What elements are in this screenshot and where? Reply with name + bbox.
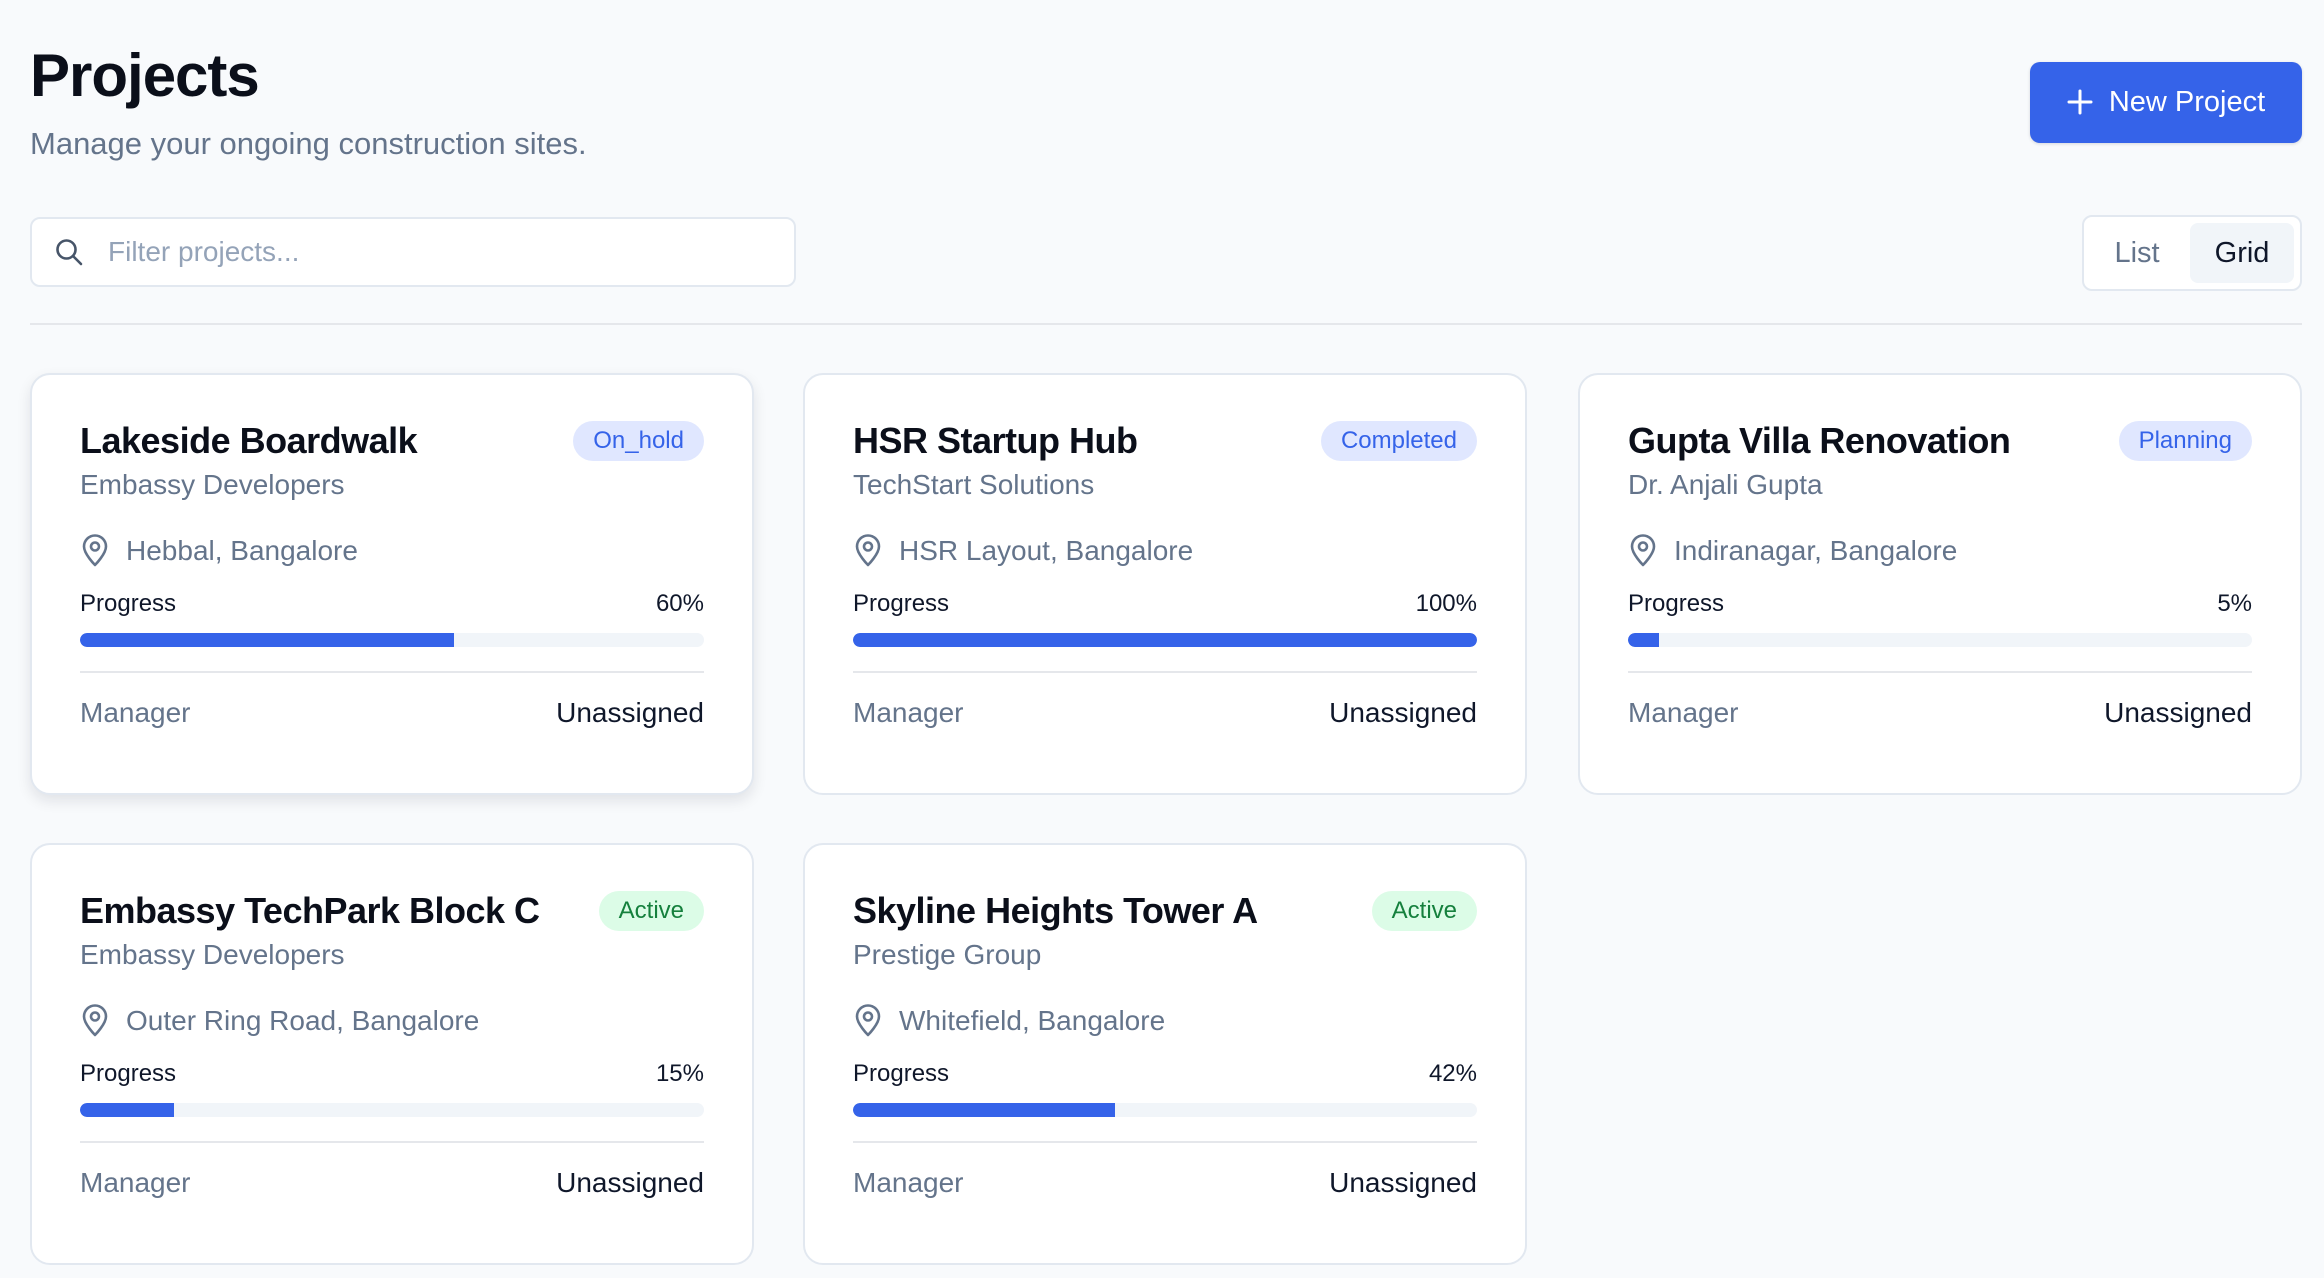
project-card-embassy-techpark-block-c[interactable]: Embassy TechPark Block C Active Embassy … [30, 843, 754, 1265]
project-client: Embassy Developers [80, 469, 345, 500]
progress-bar [1628, 633, 2252, 647]
header-divider [30, 323, 2302, 325]
location-text: Hebbal, Bangalore [126, 535, 358, 566]
manager-value: Unassigned [1329, 1167, 1477, 1198]
project-name: Lakeside Boardwalk [80, 420, 418, 461]
project-location: Whitefield, Bangalore [853, 1001, 1477, 1041]
progress-label: Progress [80, 590, 177, 617]
progress-bar [80, 1103, 704, 1117]
project-client: Dr. Anjali Gupta [1628, 469, 1823, 500]
card-divider [80, 671, 704, 673]
progress-percent: 100% [1415, 590, 1477, 617]
progress-percent: 60% [655, 590, 704, 617]
progress-header: Progress 60% [80, 589, 704, 619]
card-divider [80, 1141, 704, 1143]
search-icon [54, 237, 84, 267]
progress-label: Progress [853, 1060, 950, 1087]
page-header: Projects Manage your ongoing constructio… [30, 38, 587, 164]
progress-fill [853, 633, 1477, 647]
status-badge: On_hold [573, 421, 704, 461]
manager-row: Manager Unassigned [80, 1163, 704, 1203]
progress-percent: 42% [1428, 1060, 1477, 1087]
manager-row: Manager Unassigned [1628, 693, 2252, 733]
manager-value: Unassigned [556, 697, 704, 728]
status-badge: Active [598, 891, 704, 931]
card-divider [853, 671, 1477, 673]
progress-bar [853, 1103, 1477, 1117]
progress-label: Progress [853, 590, 950, 617]
view-grid-option[interactable]: Grid [2190, 223, 2294, 283]
location-text: HSR Layout, Bangalore [899, 535, 1194, 566]
project-name: Gupta Villa Renovation [1628, 420, 2011, 461]
new-project-button[interactable]: New Project [2030, 62, 2302, 143]
progress-header: Progress 5% [1628, 589, 2252, 619]
map-pin-icon [853, 534, 883, 568]
filter-input[interactable] [106, 235, 750, 269]
progress-percent: 15% [655, 1060, 704, 1087]
manager-row: Manager Unassigned [853, 1163, 1477, 1203]
progress-fill [1628, 633, 1660, 647]
project-card-hsr-startup-hub[interactable]: HSR Startup Hub Completed TechStart Solu… [803, 373, 1527, 795]
plus-icon [2067, 84, 2093, 122]
manager-label: Manager [80, 1167, 191, 1198]
progress-header: Progress 15% [80, 1059, 704, 1089]
project-location: Outer Ring Road, Bangalore [80, 1001, 704, 1041]
map-pin-icon [80, 1004, 110, 1038]
progress-label: Progress [80, 1060, 177, 1087]
project-client: Prestige Group [853, 939, 1042, 970]
filter-field[interactable] [30, 217, 796, 287]
view-list-option[interactable]: List [2114, 236, 2160, 269]
project-location: Hebbal, Bangalore [80, 531, 704, 571]
project-card-lakeside-boardwalk[interactable]: Lakeside Boardwalk On_hold Embassy Devel… [30, 373, 754, 795]
progress-fill [80, 633, 455, 647]
manager-row: Manager Unassigned [80, 693, 704, 733]
progress-header: Progress 100% [853, 589, 1477, 619]
map-pin-icon [853, 1004, 883, 1038]
progress-label: Progress [1628, 590, 1725, 617]
project-location: Indiranagar, Bangalore [1628, 531, 2252, 571]
manager-label: Manager [1628, 697, 1739, 728]
page-title: Projects [30, 42, 260, 109]
manager-label: Manager [853, 697, 964, 728]
status-badge: Active [1371, 891, 1477, 931]
new-project-label: New Project [2108, 86, 2266, 118]
project-card-gupta-villa-renovation[interactable]: Gupta Villa Renovation Planning Dr. Anja… [1578, 373, 2302, 795]
project-location: HSR Layout, Bangalore [853, 531, 1477, 571]
location-text: Indiranagar, Bangalore [1674, 535, 1958, 566]
project-card-skyline-heights-tower-a[interactable]: Skyline Heights Tower A Active Prestige … [803, 843, 1527, 1265]
manager-label: Manager [80, 697, 191, 728]
project-name: Embassy TechPark Block C [80, 890, 540, 931]
card-divider [1628, 671, 2252, 673]
manager-label: Manager [853, 1167, 964, 1198]
project-name: HSR Startup Hub [853, 420, 1138, 461]
progress-fill [853, 1103, 1116, 1117]
progress-fill [80, 1103, 174, 1117]
project-name: Skyline Heights Tower A [853, 890, 1258, 931]
manager-value: Unassigned [1329, 697, 1477, 728]
project-client: Embassy Developers [80, 939, 345, 970]
progress-header: Progress 42% [853, 1059, 1477, 1089]
manager-value: Unassigned [556, 1167, 704, 1198]
project-client: TechStart Solutions [853, 469, 1095, 500]
manager-row: Manager Unassigned [853, 693, 1477, 733]
manager-value: Unassigned [2104, 697, 2252, 728]
view-toggle: List Grid [2082, 215, 2302, 291]
location-text: Whitefield, Bangalore [899, 1005, 1166, 1036]
location-text: Outer Ring Road, Bangalore [126, 1005, 480, 1036]
status-badge: Planning [2118, 421, 2252, 461]
progress-bar [853, 633, 1477, 647]
map-pin-icon [1628, 534, 1658, 568]
status-badge: Completed [1320, 421, 1477, 461]
progress-percent: 5% [2217, 590, 2252, 617]
page-subtitle: Manage your ongoing construction sites. [30, 126, 587, 161]
card-divider [853, 1141, 1477, 1143]
map-pin-icon [80, 534, 110, 568]
progress-bar [80, 633, 704, 647]
